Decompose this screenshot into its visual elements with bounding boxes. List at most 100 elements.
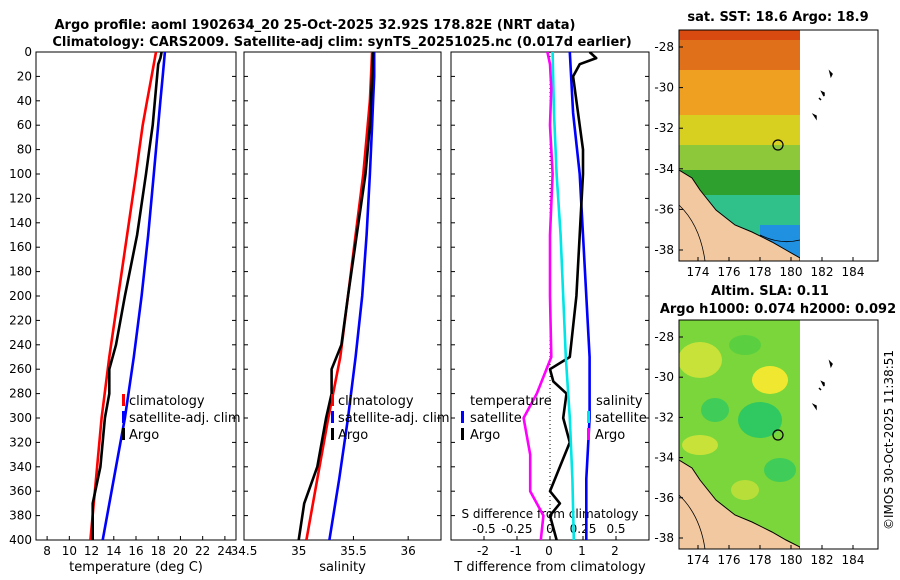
temperature-xtick-label: 20 bbox=[173, 544, 188, 558]
salinity-legend-label: climatology bbox=[338, 394, 414, 409]
ytick-label: 220 bbox=[9, 313, 32, 327]
salinity-xtick-label: 35.5 bbox=[340, 544, 367, 558]
salinity-legend-label: satellite-adj. clim bbox=[338, 411, 450, 426]
diff-legend-left-label: satellite bbox=[470, 411, 522, 426]
temperature-xtick-label: 12 bbox=[84, 544, 99, 558]
map-ytick-label: -36 bbox=[654, 491, 674, 505]
diff-legend-right-swatch bbox=[587, 411, 590, 423]
ytick-label: 180 bbox=[9, 265, 32, 279]
difference-line-t-satellite bbox=[568, 52, 591, 540]
temperature-xtick-label: 16 bbox=[128, 544, 143, 558]
temperature-xtick-label: 14 bbox=[106, 544, 121, 558]
difference-line-s-argo bbox=[522, 52, 554, 540]
temperature-panel: 0 20 40 60 80 100 120 140 160 180 200 220 240 260 280 3… bbox=[9, 45, 241, 575]
sla-argo-marker bbox=[772, 429, 784, 441]
salinity-line-satellite-adj-clim bbox=[328, 52, 376, 540]
temperature-legend-swatch bbox=[122, 411, 125, 423]
ytick-label: 120 bbox=[9, 191, 32, 205]
salinity-xlabel: salinity bbox=[319, 560, 366, 575]
salinity-xtick-label: 34.5 bbox=[231, 544, 258, 558]
map-xtick-label: 178 bbox=[749, 553, 772, 567]
map-xtick-label: 176 bbox=[718, 265, 741, 279]
map-ytick-label: -28 bbox=[654, 40, 674, 54]
temperature-xtick-label: 8 bbox=[43, 544, 51, 558]
diff-top-xtick-label: -0.5 bbox=[472, 522, 495, 536]
salinity-series-group bbox=[297, 52, 376, 540]
figure-title-line2: Climatology: CARS2009. Satellite-adj cli… bbox=[52, 35, 631, 50]
diff-legend-left-label: Argo bbox=[470, 428, 500, 443]
temperature-series-group bbox=[89, 52, 167, 540]
ytick-label: 200 bbox=[9, 289, 32, 303]
sla-map-frame bbox=[678, 319, 879, 550]
map-ytick-label: -28 bbox=[654, 330, 674, 344]
sla-map-axes: 174 176 178 180 182 184 -28 -30 -32 -34 -36 -38 bbox=[654, 330, 864, 567]
map-xtick-label: 180 bbox=[780, 265, 803, 279]
ytick-label: 0 bbox=[24, 45, 32, 59]
temperature-legend-label: satellite-adj. clim bbox=[129, 411, 241, 426]
ytick-label: 340 bbox=[9, 460, 32, 474]
ytick-label: 20 bbox=[17, 69, 32, 83]
diff-xtick-label: -2 bbox=[477, 544, 489, 558]
temperature-legend-swatch bbox=[122, 394, 125, 406]
map-ytick-label: -34 bbox=[654, 451, 674, 465]
map-xtick-label: 182 bbox=[811, 553, 834, 567]
diff-xtick-label: 1 bbox=[578, 544, 586, 558]
ytick-label: 320 bbox=[9, 435, 32, 449]
map-ytick-label: -30 bbox=[654, 81, 674, 95]
map-ytick-label: -38 bbox=[654, 531, 674, 545]
map-ytick-label: -32 bbox=[654, 410, 674, 424]
map-ytick-label: -38 bbox=[654, 243, 674, 257]
salinity-legend-swatch bbox=[331, 411, 334, 423]
map-ytick-label: -36 bbox=[654, 202, 674, 216]
diff-legend-right-swatch bbox=[587, 428, 590, 440]
sst-islands bbox=[811, 69, 833, 121]
salinity-xtick-label: 36 bbox=[401, 544, 416, 558]
map-xtick-label: 178 bbox=[749, 265, 772, 279]
map-xtick-label: 174 bbox=[687, 265, 710, 279]
sla-map-subtitle: Argo h1000: 0.074 h2000: 0.092 bbox=[660, 302, 896, 317]
temperature-legend-label: climatology bbox=[129, 394, 205, 409]
ytick-label: 240 bbox=[9, 338, 32, 352]
diff-xtick-label: -1 bbox=[510, 544, 522, 558]
difference-line-s-satellite bbox=[551, 52, 576, 540]
map-xtick-label: 174 bbox=[687, 553, 710, 567]
diff-legend-right-label: satellite bbox=[595, 411, 647, 426]
map-ytick-label: -32 bbox=[654, 121, 674, 135]
salinity-panel: 34.5 35 35.5 36 salinity climatology satellite… bbox=[231, 51, 450, 575]
diff-top-xtick-label: 0.25 bbox=[570, 522, 597, 536]
ytick-label: 380 bbox=[9, 509, 32, 523]
diff-xtick-label: 0 bbox=[545, 544, 553, 558]
salinity-line-argo bbox=[297, 52, 375, 540]
ytick-label: 40 bbox=[17, 94, 32, 108]
diff-legend-left-swatch bbox=[461, 411, 464, 423]
diff-xtick-label: 2 bbox=[611, 544, 619, 558]
sst-map: 174 176 178 180 182 184 -28 -30 -32 -34 -36 -38 bbox=[654, 29, 879, 279]
sla-map-title: Altim. SLA: 0.11 bbox=[711, 284, 829, 299]
map-xtick-label: 184 bbox=[842, 553, 865, 567]
ytick-label: 100 bbox=[9, 167, 32, 181]
temperature-xtick-label: 18 bbox=[151, 544, 166, 558]
ytick-label: 260 bbox=[9, 362, 32, 376]
diff-legend-left-title: temperature bbox=[470, 394, 552, 409]
ytick-label: 360 bbox=[9, 484, 32, 498]
sla-map: 174 176 178 180 182 184 -28 -30 -32 -34 -36 -38 bbox=[654, 319, 879, 567]
map-xtick-label: 182 bbox=[811, 265, 834, 279]
ytick-label: 280 bbox=[9, 387, 32, 401]
temperature-axes-frame bbox=[35, 51, 237, 541]
sst-argo-marker bbox=[772, 139, 784, 151]
difference-xlabel: T difference from climatology bbox=[453, 560, 646, 575]
temperature-xlabel: temperature (deg C) bbox=[69, 560, 203, 575]
ytick-label: 80 bbox=[17, 143, 32, 157]
map-ytick-label: -30 bbox=[654, 370, 674, 384]
temperature-xtick-label: 24 bbox=[217, 544, 232, 558]
map-ytick-label: -34 bbox=[654, 162, 674, 176]
difference-line-t-argo bbox=[548, 52, 598, 540]
temperature-legend-swatch bbox=[122, 428, 125, 440]
sst-map-title: sat. SST: 18.6 Argo: 18.9 bbox=[687, 10, 868, 25]
diff-top-xtick-label: 0.5 bbox=[606, 522, 625, 536]
salinity-legend-swatch bbox=[331, 394, 334, 406]
salinity-axes-frame bbox=[243, 51, 442, 541]
temperature-line-satellite-adj-clim bbox=[101, 52, 167, 540]
salinity-legend-label: Argo bbox=[338, 428, 368, 443]
